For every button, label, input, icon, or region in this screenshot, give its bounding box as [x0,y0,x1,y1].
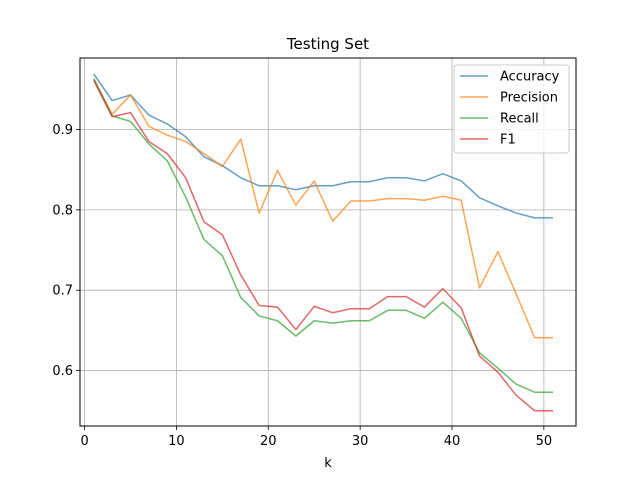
y-tick-label: 0.8 [52,203,73,218]
y-tick-label: 0.6 [52,364,73,379]
x-tick-label: 50 [536,434,553,449]
x-tick-label: 30 [352,434,369,449]
legend-box [453,64,570,154]
chart-title: Testing Set [286,35,369,53]
series-line-f1 [93,80,554,412]
legend-label-accuracy: Accuracy [500,70,560,85]
y-tick-label: 0.9 [52,123,73,138]
series-line-precision [93,78,554,339]
y-tick-label: 0.7 [52,284,73,299]
series-line-accuracy [93,73,554,219]
x-axis-label: k [324,456,332,471]
legend-label-recall: Recall [500,112,539,127]
series-lines [93,73,554,412]
x-tick-label: 40 [444,434,461,449]
x-tick-label: 0 [80,434,88,449]
x-tick-label: 20 [260,434,277,449]
axis-ticks: 0 10 20 30 40 50 0.6 0.7 0.8 0.9 [52,123,552,449]
x-tick-label: 10 [168,434,185,449]
plot-area-frame [79,57,577,427]
legend-label-precision: Precision [500,91,558,106]
legend: Accuracy Precision Recall F1 [453,64,570,154]
legend-label-f1: F1 [500,133,516,148]
